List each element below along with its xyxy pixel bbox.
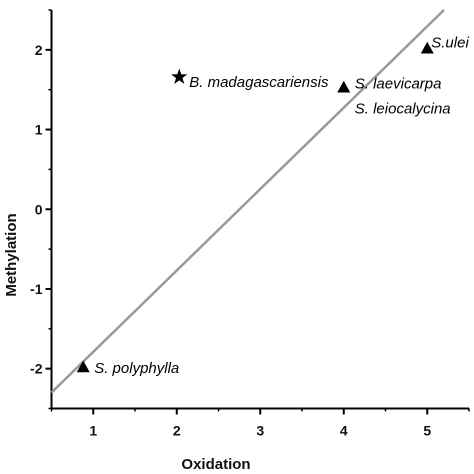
point-label: S.ulei: [431, 34, 469, 51]
point-label: S. laevicarpa: [355, 75, 442, 92]
y-tick-label: 0: [35, 201, 43, 217]
ticks: 1 2 3 4 5 -2 -1 0 1 2: [30, 9, 470, 439]
triangle-marker: [337, 80, 351, 93]
trend-line-layer: [50, 9, 445, 394]
triangle-marker: [420, 41, 434, 54]
star-marker: [171, 68, 188, 84]
x-tick-label: 5: [423, 423, 431, 439]
x-tick-label: 1: [89, 423, 97, 439]
x-axis-title: Oxidation: [181, 456, 250, 473]
trend-line: [50, 9, 445, 394]
point-labels: S. polyphylla B. madagascariensis S. laevi…: [94, 34, 469, 377]
axes: [50, 10, 469, 410]
y-tick-label: 2: [35, 42, 43, 58]
y-tick-label: -1: [30, 281, 43, 297]
point-label: S. leiocalycina: [355, 100, 451, 117]
point-label: B. madagascariensis: [189, 74, 329, 91]
y-tick-label: 1: [35, 122, 43, 138]
point-label: S. polyphylla: [94, 360, 179, 377]
triangle-marker: [76, 360, 90, 373]
y-axis-title: Methylation: [3, 213, 20, 296]
x-tick-label: 3: [256, 423, 264, 439]
y-tick-label: -2: [30, 361, 43, 377]
x-tick-label: 4: [340, 423, 348, 439]
x-tick-label: 2: [173, 423, 181, 439]
point-markers: [76, 41, 434, 373]
